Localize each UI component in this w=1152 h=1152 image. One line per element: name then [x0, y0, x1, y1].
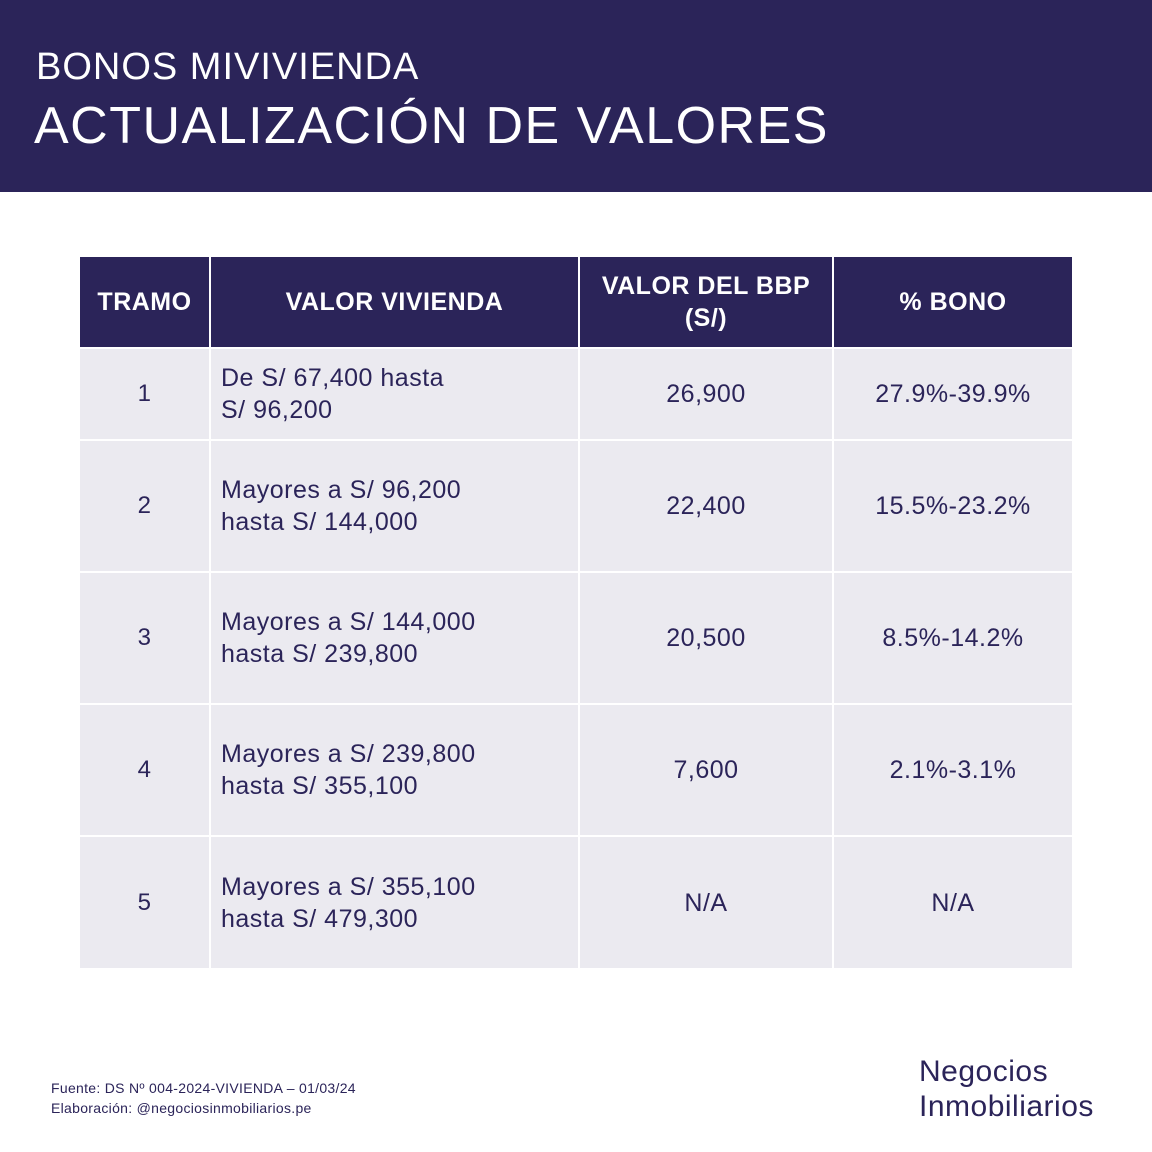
brand-logo: Negocios Inmobiliarios [919, 1054, 1094, 1124]
valor-vivienda-line: hasta S/ 144,000 [221, 508, 419, 536]
valor-bbp-cell: 22,400 [579, 439, 834, 572]
column-header-tramo: TRAMO [80, 257, 211, 348]
table-header-row: TRAMO VALOR VIVIENDA VALOR DEL BBP (S/) … [80, 257, 1072, 348]
bonos-table: TRAMO VALOR VIVIENDA VALOR DEL BBP (S/) … [80, 257, 1072, 968]
valor-vivienda-cell: Mayores a S/ 239,800 hasta S/ 355,100 [210, 703, 580, 836]
tramo-cell: 1 [80, 347, 211, 440]
valor-vivienda-line: hasta S/ 355,100 [221, 772, 419, 800]
porcentaje-bono-cell: 2.1%-3.1% [833, 703, 1072, 836]
table-row: 1 De S/ 67,400 hasta S/ 96,200 26,900 27… [80, 347, 1072, 440]
valor-vivienda-cell: Mayores a S/ 96,200 hasta S/ 144,000 [210, 439, 580, 572]
valor-bbp-cell: N/A [579, 835, 834, 968]
tramo-cell: 3 [80, 571, 211, 704]
table-row: 2 Mayores a S/ 96,200 hasta S/ 144,000 2… [80, 439, 1072, 572]
valor-bbp-cell: 20,500 [579, 571, 834, 704]
valor-vivienda-line: De S/ 67,400 hasta [221, 364, 445, 392]
valor-bbp-cell: 7,600 [579, 703, 834, 836]
valor-vivienda-line: Mayores a S/ 355,100 [221, 872, 476, 901]
table-row: 5 Mayores a S/ 355,100 hasta S/ 479,300 … [80, 835, 1072, 968]
tramo-cell: 5 [80, 835, 211, 968]
valor-vivienda-cell: Mayores a S/ 144,000 hasta S/ 239,800 [210, 571, 580, 704]
valor-vivienda-cell: Mayores a S/ 355,100 hasta S/ 479,300 [210, 835, 580, 968]
valor-vivienda-line: S/ 96,200 [221, 396, 333, 424]
valor-vivienda-cell: De S/ 67,400 hasta S/ 96,200 [210, 347, 580, 440]
table-row: 3 Mayores a S/ 144,000 hasta S/ 239,800 … [80, 571, 1072, 704]
brand-line-2: Inmobiliarios [919, 1090, 1094, 1123]
column-header-valor-vivienda: VALOR VIVIENDA [210, 257, 580, 348]
porcentaje-bono-cell: 27.9%-39.9% [833, 347, 1072, 440]
source-note: Fuente: DS Nº 004-2024-VIVIENDA – 01/03/… [51, 1080, 356, 1096]
credit-note: Elaboración: @negociosinmobiliarios.pe [51, 1100, 312, 1116]
header-title: ACTUALIZACIÓN DE VALORES [34, 97, 829, 155]
porcentaje-bono-cell: 8.5%-14.2% [833, 571, 1072, 704]
header-banner: BONOS MIVIVIENDA ACTUALIZACIÓN DE VALORE… [0, 0, 1152, 192]
porcentaje-bono-cell: N/A [833, 835, 1072, 968]
tramo-cell: 2 [80, 439, 211, 572]
valor-vivienda-line: Mayores a S/ 96,200 [221, 476, 462, 504]
valor-bbp-cell: 26,900 [579, 347, 834, 440]
valor-vivienda-line: Mayores a S/ 144,000 [221, 608, 476, 636]
column-header-valor-bbp: VALOR DEL BBP (S/) [579, 257, 834, 348]
column-header-porcentaje-bono: % BONO [833, 257, 1072, 348]
valor-vivienda-line: hasta S/ 239,800 [221, 640, 419, 668]
table-row: 4 Mayores a S/ 239,800 hasta S/ 355,100 … [80, 703, 1072, 836]
valor-vivienda-line: Mayores a S/ 239,800 [221, 740, 476, 768]
porcentaje-bono-cell: 15.5%-23.2% [833, 439, 1072, 572]
source-footer: Fuente: DS Nº 004-2024-VIVIENDA – 01/03/… [51, 1078, 356, 1118]
header-subtitle: BONOS MIVIVIENDA [36, 46, 420, 88]
valor-vivienda-line: hasta S/ 479,300 [221, 904, 419, 933]
brand-line-1: Negocios [919, 1055, 1049, 1088]
tramo-cell: 4 [80, 703, 211, 836]
